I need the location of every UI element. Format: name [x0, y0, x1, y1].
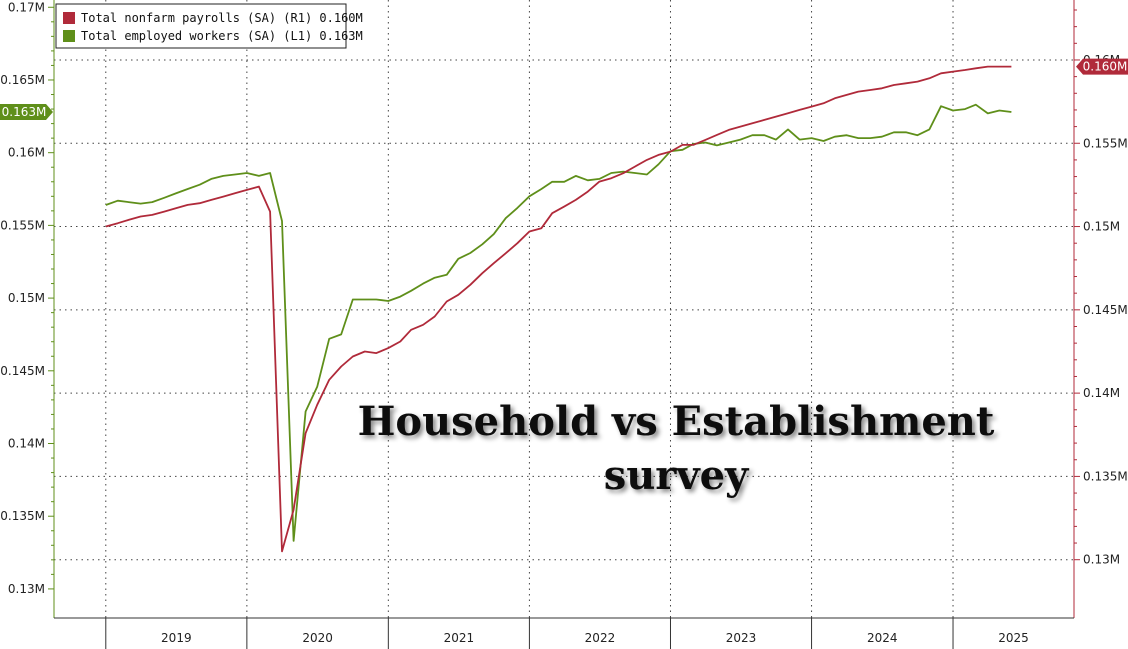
x-tick-label: 2020 — [302, 631, 333, 645]
series-layer — [105, 65, 1012, 553]
series-line-nonfarm-payrolls — [105, 65, 1012, 553]
right-tick-label: 0.145M — [1083, 303, 1128, 317]
left-tick-label: 0.14M — [8, 437, 45, 451]
last-value-badge-left: 0.163M — [0, 103, 53, 120]
left-tick-label: 0.145M — [0, 364, 45, 378]
right-tick-label: 0.15M — [1083, 220, 1120, 234]
last-value-badges: 0.163M 0.160M — [0, 58, 1128, 120]
left-tick-label: 0.13M — [8, 582, 45, 596]
legend-box — [55, 3, 347, 49]
x-tick-label: 2023 — [726, 631, 757, 645]
badge-shape — [1076, 58, 1128, 75]
badge-label: 0.160M — [1083, 60, 1128, 74]
series-line-employed-workers — [105, 103, 1012, 542]
x-tick-label: 2019 — [161, 631, 192, 645]
chart-title-line-1: Household vs Establishment — [358, 398, 995, 445]
left-tick-label: 0.17M — [8, 0, 45, 14]
x-tick-label: 2021 — [444, 631, 475, 645]
right-tick-label: 0.135M — [1083, 469, 1128, 483]
grid-layer — [54, 0, 1074, 618]
left-tick-label: 0.16M — [8, 146, 45, 160]
left-tick-label: 0.15M — [8, 291, 45, 305]
x-tick-label: 2025 — [998, 631, 1029, 645]
badge-shape — [0, 103, 53, 120]
legend-swatch — [63, 12, 75, 24]
x-tick-label: 2022 — [585, 631, 616, 645]
legend: Total nonfarm payrolls (SA) (R1) 0.160M T… — [55, 3, 363, 49]
right-tick-label: 0.14M — [1083, 386, 1120, 400]
left-tick-label: 0.155M — [0, 218, 45, 232]
x-tick-label: 2024 — [867, 631, 898, 645]
legend-entry-label: Total employed workers (SA) (L1) 0.163M — [81, 29, 363, 43]
left-tick-label: 0.165M — [0, 73, 45, 87]
badge-label: 0.163M — [2, 105, 47, 119]
legend-entry-label: Total nonfarm payrolls (SA) (R1) 0.160M — [81, 11, 363, 25]
last-value-badge-right: 0.160M — [1076, 58, 1128, 75]
chart-title: Household vs Establishment survey — [358, 398, 995, 499]
chart-title-line-2: survey — [604, 452, 750, 499]
left-tick-label: 0.135M — [0, 509, 45, 523]
right-tick-label: 0.155M — [1083, 136, 1128, 150]
right-tick-label: 0.13M — [1083, 553, 1120, 567]
legend-swatch — [63, 30, 75, 42]
